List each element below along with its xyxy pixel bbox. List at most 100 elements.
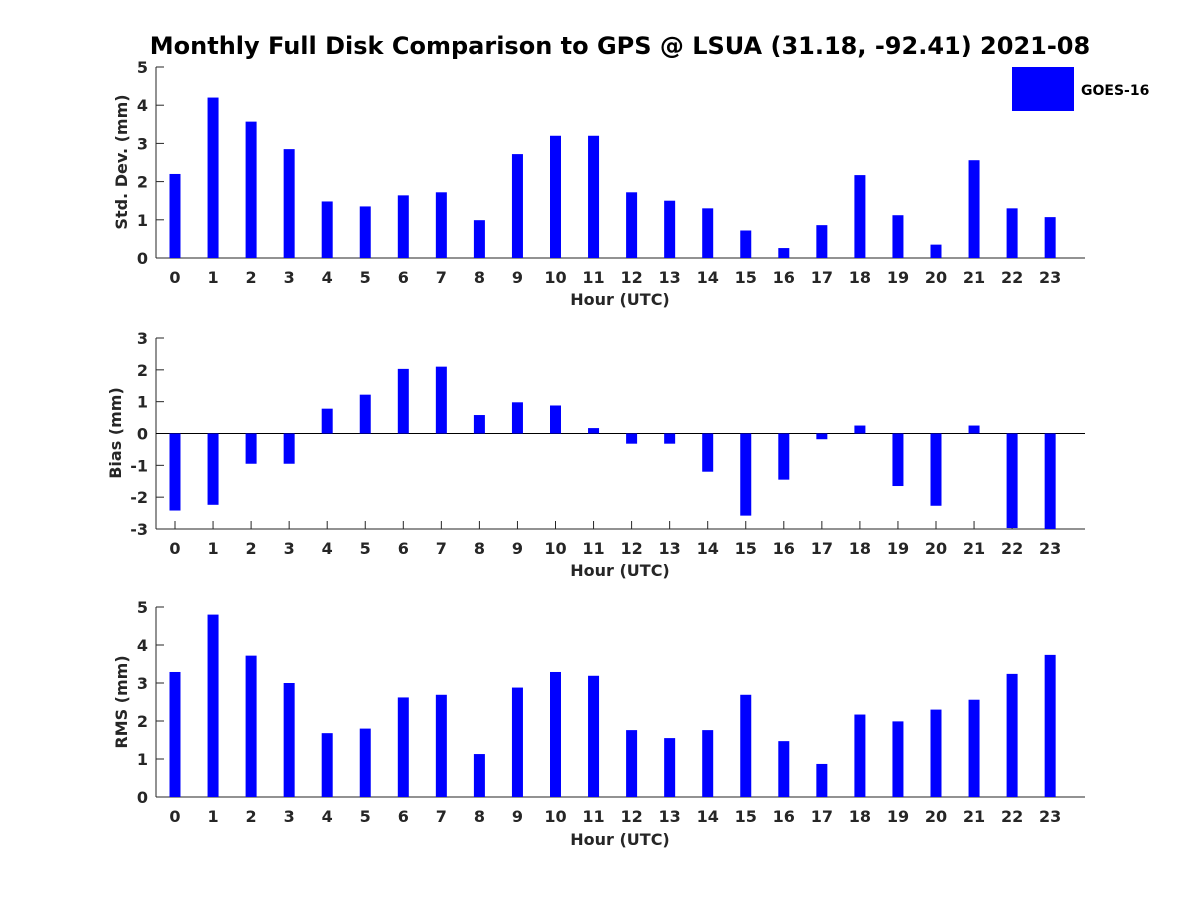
bias-xtick-label: 20 [925, 539, 947, 558]
bias-xtick-label: 22 [1001, 539, 1023, 558]
bias-xtick-label: 10 [544, 539, 566, 558]
bias-xtick-label: 13 [659, 539, 681, 558]
rms-xtick-label: 3 [284, 807, 295, 826]
rms-bar-hour-11 [588, 675, 600, 797]
bias-ytick-label: -1 [130, 456, 148, 475]
rms-bar-hour-0 [169, 671, 181, 797]
bias-bar-hour-15 [740, 433, 752, 516]
stddev-bar-hour-9 [511, 154, 523, 258]
rms-xtick-label: 10 [544, 807, 566, 826]
rms-bar-hour-12 [626, 730, 638, 797]
rms-xtick-label: 9 [512, 807, 523, 826]
bias-xtick-label: 19 [887, 539, 909, 558]
rms-bar-hour-7 [435, 694, 447, 797]
stddev-xtick-label: 22 [1001, 268, 1023, 287]
bias-bar-hour-10 [550, 405, 561, 434]
stddev-xtick-label: 2 [246, 268, 257, 287]
rms-xtick-label: 16 [773, 807, 795, 826]
rms-xtick-label: 22 [1001, 807, 1023, 826]
bias-ytick-label: -3 [130, 520, 148, 539]
rms-bar-hour-22 [1006, 673, 1018, 797]
bias-bar-hour-21 [968, 425, 980, 434]
stddev-xtick-label: 11 [582, 268, 604, 287]
stddev-bar-hour-16 [778, 248, 790, 258]
rms-xtick-label: 6 [398, 807, 409, 826]
rms-bar-hour-4 [321, 733, 333, 797]
bias-xtick-label: 18 [849, 539, 871, 558]
bias-bar-hour-22 [1006, 433, 1018, 529]
rms-xtick-label: 15 [735, 807, 757, 826]
stddev-bar-hour-0 [169, 173, 181, 258]
bias-xtick-label: 3 [284, 539, 295, 558]
bias-xtick-label: 15 [735, 539, 757, 558]
stddev-xtick-label: 7 [436, 268, 447, 287]
rms-xtick-label: 8 [474, 807, 485, 826]
rms-xtick-label: 18 [849, 807, 871, 826]
rms-xtick-label: 2 [246, 807, 257, 826]
rms-ytick-label: 1 [137, 750, 148, 769]
stddev-xtick-label: 21 [963, 268, 985, 287]
legend-label-goes16: GOES-16 [1081, 83, 1149, 99]
rms-xtick-label: 4 [322, 807, 333, 826]
stddev-xtick-label: 13 [659, 268, 681, 287]
stddev-bar-hour-18 [854, 175, 866, 258]
bias-bar-hour-16 [778, 433, 790, 480]
bias-bar-hour-20 [930, 433, 942, 506]
stddev-bar-hour-15 [740, 230, 752, 258]
bias-xtick-label: 17 [811, 539, 833, 558]
bias-xtick-label: 23 [1039, 539, 1061, 558]
bias-bar-hour-4 [321, 408, 333, 434]
stddev-xtick-label: 3 [284, 268, 295, 287]
rms-bar-hour-9 [511, 687, 523, 797]
stddev-bar-hour-11 [588, 135, 600, 258]
rms-bar-hour-3 [283, 683, 295, 797]
stddev-bar-hour-21 [968, 160, 980, 258]
rms-bar-hour-14 [702, 730, 714, 797]
bias-bar-hour-19 [892, 433, 904, 487]
stddev-xtick-label: 8 [474, 268, 485, 287]
stddev-xtick-label: 16 [773, 268, 795, 287]
stddev-bar-hour-3 [283, 149, 295, 258]
bias-bar-hour-14 [702, 433, 714, 472]
stddev-bar-hour-19 [892, 215, 904, 258]
stddev-xtick-label: 19 [887, 268, 909, 287]
stddev-xtick-label: 6 [398, 268, 409, 287]
stddev-bar-hour-22 [1006, 208, 1018, 258]
stddev-xtick-label: 0 [169, 268, 180, 287]
rms-xtick-label: 5 [360, 807, 371, 826]
bias-xtick-label: 21 [963, 539, 985, 558]
stddev-ytick-label: 4 [137, 96, 148, 115]
rms-bar-hour-10 [550, 671, 561, 797]
bias-bar-hour-8 [473, 415, 485, 434]
rms-bar-hour-16 [778, 741, 790, 797]
bias-xtick-label: 14 [697, 539, 719, 558]
stddev-ytick-label: 2 [137, 173, 148, 192]
stddev-ytick-label: 1 [137, 211, 148, 230]
rms-xtick-label: 7 [436, 807, 447, 826]
bias-bar-hour-7 [435, 366, 447, 434]
rms-bar-hour-23 [1044, 654, 1056, 797]
bias-xtick-label: 6 [398, 539, 409, 558]
rms-bar-hour-20 [930, 709, 942, 797]
rms-xtick-label: 0 [169, 807, 180, 826]
bias-bar-hour-1 [207, 433, 219, 505]
rms-ytick-label: 3 [137, 674, 148, 693]
bias-bar-hour-12 [626, 433, 638, 444]
rms-bar-hour-15 [740, 694, 752, 797]
bias-ytick-label: 3 [137, 329, 148, 348]
bias-ytick-label: 1 [137, 393, 148, 412]
bias-xtick-label: 8 [474, 539, 485, 558]
bias-xlabel: Hour (UTC) [570, 561, 670, 580]
bias-bar-hour-0 [169, 433, 181, 511]
rms-ytick-label: 2 [137, 712, 148, 731]
stddev-bar-hour-1 [207, 97, 219, 258]
rms-ytick-label: 0 [137, 788, 148, 807]
rms-bar-hour-6 [397, 697, 409, 797]
stddev-bar-hour-4 [321, 201, 333, 258]
rms-xlabel: Hour (UTC) [570, 830, 670, 849]
bias-xtick-label: 1 [207, 539, 218, 558]
bias-xtick-label: 12 [620, 539, 642, 558]
stddev-bar-hour-20 [930, 244, 942, 258]
bias-ytick-label: -2 [130, 488, 148, 507]
